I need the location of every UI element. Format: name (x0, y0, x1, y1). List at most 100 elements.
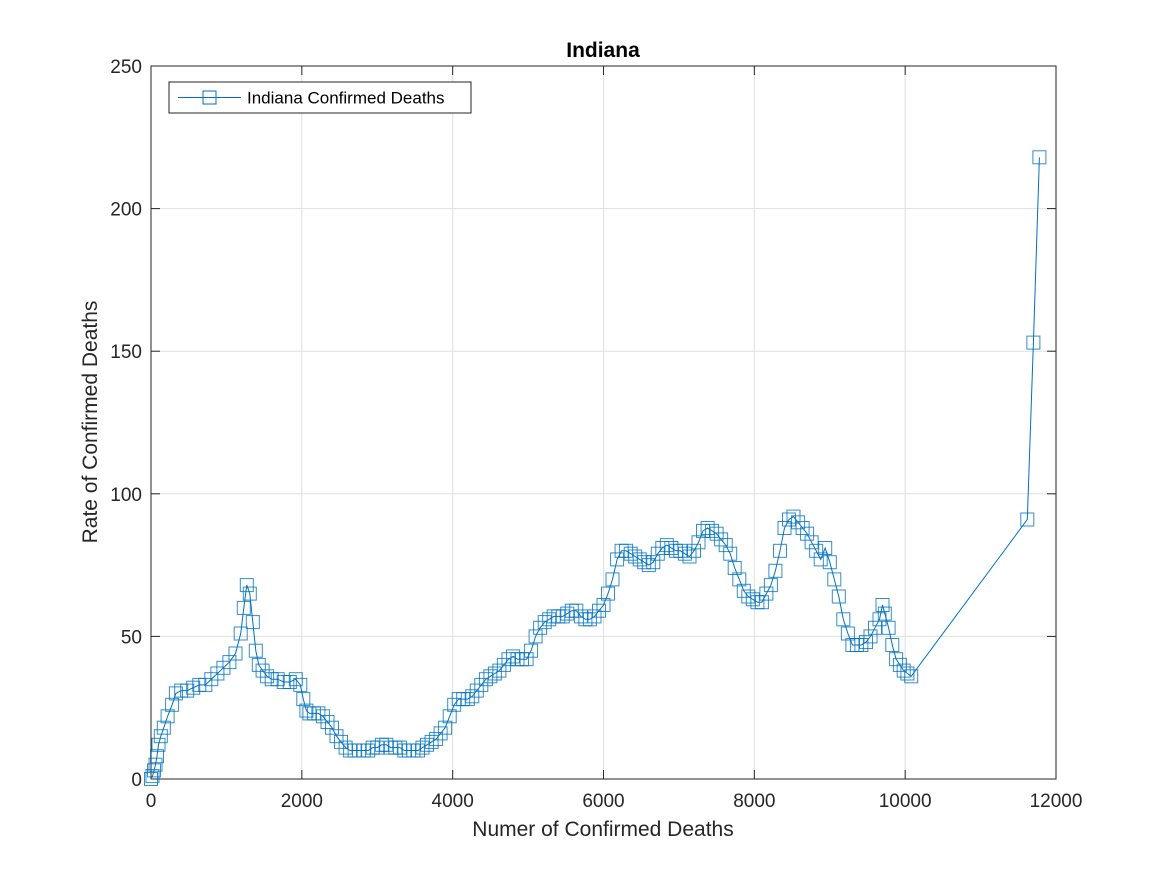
data-point-marker (236, 600, 251, 615)
data-point-marker (429, 732, 444, 747)
data-point-marker (160, 709, 175, 724)
data-point-marker (569, 603, 584, 618)
x-tick-label: 2000 (281, 791, 323, 812)
data-point-marker (896, 663, 911, 678)
data-point-marker (147, 763, 161, 778)
data-point-marker (469, 683, 484, 698)
data-point-marker (718, 538, 733, 553)
data-point-marker (587, 609, 602, 624)
data-point-marker (519, 652, 534, 667)
data-point-marker (288, 672, 303, 687)
data-point-marker (791, 515, 806, 530)
data-point-marker (732, 572, 747, 587)
data-point-marker (228, 646, 243, 661)
data-point-marker (831, 589, 846, 604)
data-point-marker (361, 743, 376, 758)
data-point-marker (736, 583, 751, 598)
data-point-marker (320, 715, 335, 729)
data-point-marker (745, 592, 760, 607)
data-point-marker (628, 549, 643, 564)
data-point-marker (465, 689, 480, 704)
data-point-marker (809, 543, 824, 558)
data-point-marker (156, 720, 171, 735)
data-point-marker (610, 552, 625, 567)
data-point-marker (424, 734, 439, 749)
data-point-marker (892, 657, 907, 672)
data-point-marker (496, 657, 511, 672)
data-point-marker (727, 561, 742, 575)
data-point-marker (804, 535, 819, 550)
data-point-marker (777, 521, 792, 535)
legend: Indiana Confirmed Deaths (168, 81, 472, 114)
data-point-marker (478, 672, 493, 687)
data-point-marker (148, 757, 163, 772)
data-point-marker (863, 629, 878, 644)
data-point-marker (447, 697, 462, 712)
data-point-marker (334, 734, 348, 749)
data-point-marker (145, 769, 160, 784)
y-tick-label: 250 (110, 57, 142, 78)
data-point-marker (144, 772, 158, 786)
data-point-marker (592, 603, 606, 618)
data-point-marker (433, 726, 448, 741)
data-point-marker (754, 595, 769, 610)
data-point-marker (165, 697, 180, 712)
series-layer (144, 150, 1047, 786)
y-tick-label: 200 (110, 200, 142, 221)
data-point-marker (573, 609, 588, 624)
x-axis-label: Numer of Confirmed Deaths (472, 818, 733, 841)
data-point-marker (415, 740, 430, 755)
chart-title: Indiana (566, 39, 640, 62)
data-point-marker (813, 552, 828, 567)
data-point-marker (150, 749, 164, 764)
data-point-marker (379, 737, 394, 752)
data-point-marker (533, 620, 548, 635)
data-point-marker (659, 538, 674, 553)
data-point-marker (537, 615, 552, 630)
data-point-marker (251, 657, 266, 672)
data-point-marker (411, 743, 425, 758)
x-tick-label: 8000 (733, 791, 775, 812)
data-point-marker (836, 612, 851, 627)
data-point-marker (492, 663, 507, 678)
data-point-marker (619, 543, 634, 558)
x-tick-label: 12000 (1030, 791, 1083, 812)
data-point-marker (420, 737, 434, 752)
data-point-marker (245, 615, 260, 630)
data-point-marker (596, 598, 611, 612)
data-point-marker (768, 563, 783, 578)
data-point-marker (605, 572, 620, 587)
x-tick-label: 0 (146, 791, 157, 812)
data-point-marker (299, 703, 314, 718)
data-point-marker (542, 612, 557, 627)
data-point-marker (877, 606, 892, 621)
y-tick-label: 150 (110, 342, 142, 363)
data-point-marker (650, 546, 665, 561)
data-point-marker (1020, 512, 1035, 527)
data-point-marker (623, 546, 638, 561)
data-point-marker (872, 612, 887, 627)
data-point-marker (714, 532, 729, 547)
y-axis-label: Rate of Confirmed Deaths (79, 301, 102, 544)
data-point-marker (601, 586, 615, 601)
data-point-marker (709, 526, 724, 541)
data-point-marker (696, 523, 710, 538)
data-point-marker (528, 629, 543, 644)
data-point-marker (315, 709, 330, 724)
data-point-marker (632, 552, 647, 567)
data-point-marker (168, 686, 183, 701)
data-point-marker (582, 612, 597, 627)
data-point-marker (151, 737, 166, 752)
data-point-marker (260, 669, 275, 684)
data-point-marker (296, 692, 311, 707)
data-point-marker (329, 729, 344, 744)
data-point-marker (885, 638, 900, 652)
data-point-marker (682, 549, 697, 564)
data-point-marker (438, 720, 453, 735)
x-tick-label: 6000 (582, 791, 624, 812)
data-point-marker (818, 541, 833, 555)
data-point-marker (153, 729, 168, 744)
data-point-marker (474, 677, 489, 692)
y-tick-label: 0 (131, 770, 142, 791)
